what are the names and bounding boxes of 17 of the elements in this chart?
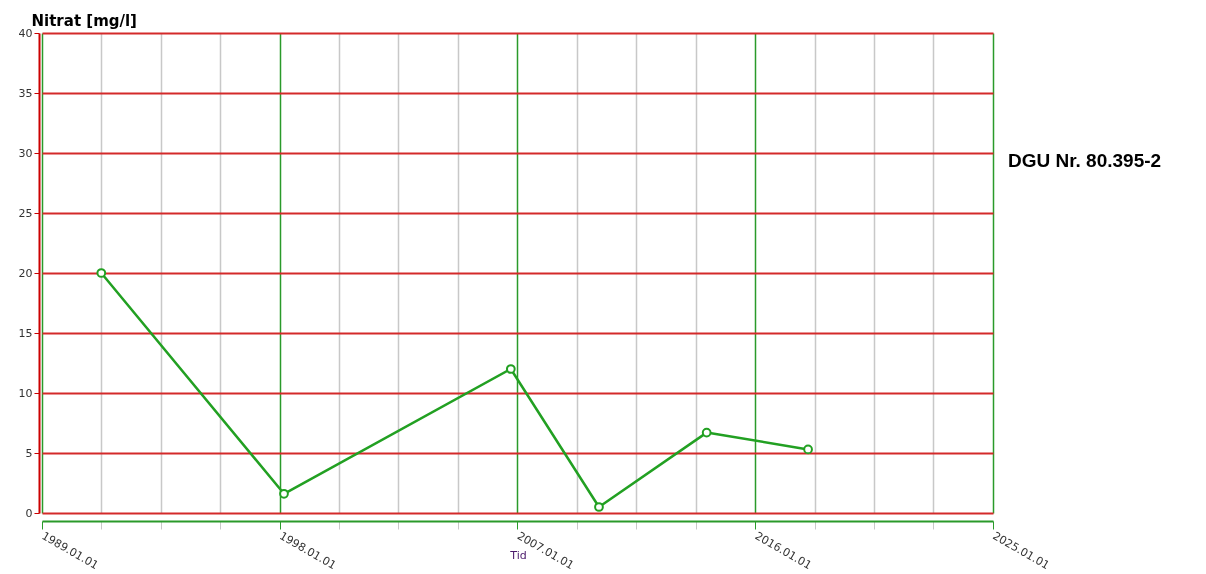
y-tick-label: 10: [18, 386, 33, 400]
y-tick-label: 15: [18, 326, 33, 340]
point: [96, 268, 107, 278]
y-tick-label: 20: [18, 266, 33, 280]
point: [701, 427, 712, 438]
y-tick-label: 5: [25, 446, 33, 460]
y-tick-label: 25: [18, 206, 33, 220]
point: [279, 488, 289, 499]
y-axis-title: Nitrat [mg/l]: [31, 11, 137, 30]
point: [803, 444, 813, 455]
y-tick-label: 40: [18, 26, 33, 40]
y-tick-label: 35: [18, 86, 33, 100]
y-tick-label: 0: [25, 506, 33, 520]
text: DGU Nr. 80.395-2: [1008, 150, 1162, 172]
y-tick-label: 30: [18, 146, 33, 160]
point: [505, 364, 516, 374]
point: [594, 502, 604, 512]
